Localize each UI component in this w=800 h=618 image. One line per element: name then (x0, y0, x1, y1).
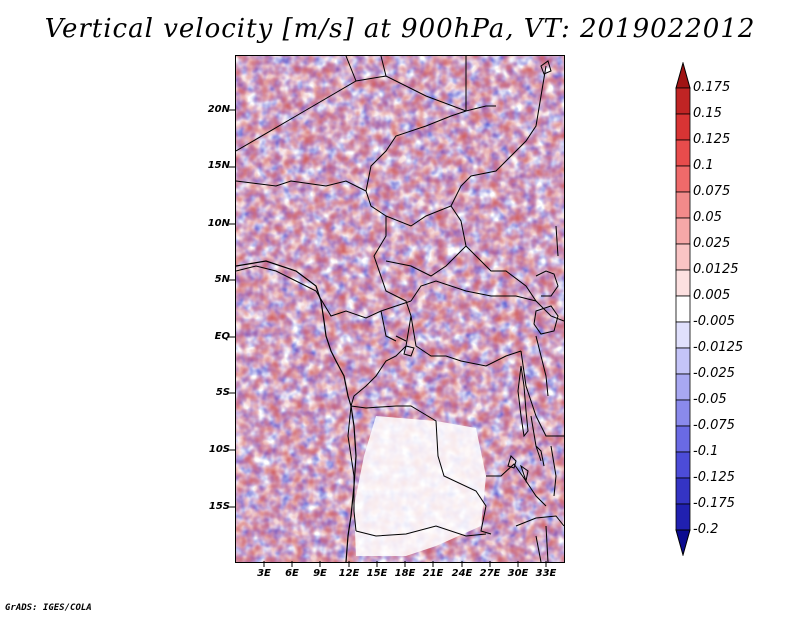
colorbar-swatch (675, 87, 691, 115)
y-tick-10s: 10S (208, 444, 230, 455)
x-tick-18e: 18E (394, 568, 416, 579)
x-tick-30e: 30E (507, 568, 529, 579)
x-tick-3e: 3E (257, 568, 271, 579)
x-tick-21e: 21E (422, 568, 444, 579)
colorbar-swatch (675, 165, 691, 193)
colorbar-swatch (675, 399, 691, 427)
coastline (236, 260, 357, 562)
y-tick-5n: 5N (214, 274, 230, 285)
colorbar-swatch (675, 269, 691, 297)
y-tick-15n: 15N (207, 160, 230, 171)
y-tick-eq: EQ (214, 331, 230, 342)
grads-credit: GrADS: IGES/COLA (5, 603, 92, 613)
colorbar-label: 0.1 (693, 158, 714, 173)
colorbar-label: -0.025 (693, 366, 735, 381)
y-ticks (229, 109, 235, 508)
colorbar-swatch (675, 373, 691, 401)
x-tick-33e: 33E (535, 568, 557, 579)
colorbar-label: 0.005 (693, 288, 731, 303)
x-tick-15e: 15E (366, 568, 388, 579)
colorbar-label: -0.175 (693, 496, 735, 511)
colorbar (675, 62, 691, 556)
colorbar-label: 0.075 (693, 184, 731, 199)
colorbar-swatch (675, 217, 691, 245)
map-panel (235, 55, 565, 563)
colorbar-label: -0.125 (693, 470, 735, 485)
x-tick-12e: 12E (338, 568, 360, 579)
colorbar-swatch (675, 347, 691, 375)
colorbar-label: 0.15 (693, 106, 722, 121)
y-tick-15s: 15S (208, 501, 230, 512)
colorbar-swatch (675, 191, 691, 219)
colorbar-label: 0.125 (693, 132, 731, 147)
colorbar-label: 0.175 (693, 80, 731, 95)
x-tick-6e: 6E (285, 568, 299, 579)
colorbar-bottom-arrow (675, 529, 691, 556)
colorbar-swatch (675, 139, 691, 167)
y-tick-10n: 10N (207, 218, 230, 229)
colorbar-label: 0.05 (693, 210, 722, 225)
colorbar-swatch (675, 425, 691, 453)
colorbar-swatch (675, 477, 691, 505)
lakes (403, 60, 559, 483)
x-ticks (263, 561, 547, 567)
colorbar-label: -0.2 (693, 522, 719, 537)
colorbar-top-arrow (675, 62, 691, 89)
colorbar-label: -0.075 (693, 418, 735, 433)
map-title: Vertical velocity [m/s] at 900hPa, VT: 2… (44, 14, 756, 44)
colorbar-swatch (675, 113, 691, 141)
colorbar-label: -0.05 (693, 392, 727, 407)
colorbar-label: 0.0125 (693, 262, 739, 277)
colorbar-label: -0.005 (693, 314, 735, 329)
colorbar-swatch (675, 295, 691, 323)
colorbar-swatch (675, 503, 691, 531)
colorbar-swatch (675, 451, 691, 479)
x-tick-27e: 27E (479, 568, 501, 579)
country-borders (236, 56, 564, 562)
x-tick-9e: 9E (313, 568, 327, 579)
colorbar-label: -0.0125 (693, 340, 744, 355)
quiet-region (354, 416, 486, 556)
colorbar-label: -0.1 (693, 444, 719, 459)
y-tick-20n: 20N (207, 104, 230, 115)
x-tick-24e: 24E (451, 568, 473, 579)
colorbar-swatch (675, 321, 691, 349)
y-tick-5s: 5S (215, 387, 230, 398)
colorbar-swatch (675, 243, 691, 271)
colorbar-label: 0.025 (693, 236, 731, 251)
